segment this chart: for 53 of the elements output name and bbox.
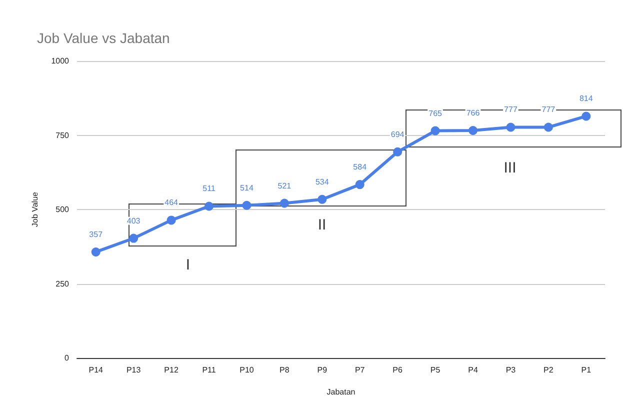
- x-tick-label: P10: [240, 366, 254, 374]
- x-tick-label: P1: [581, 366, 592, 374]
- x-tick-label: P12: [164, 366, 179, 374]
- data-label: 511: [202, 184, 216, 194]
- point: [544, 122, 553, 132]
- point: [468, 126, 478, 135]
- data-label: 514: [240, 183, 254, 192]
- x-tick-label: P8: [280, 366, 290, 374]
- data-label: 403: [126, 216, 141, 226]
- x-tick-label: P14: [88, 366, 104, 374]
- point: [430, 126, 440, 136]
- point: [506, 122, 516, 132]
- y-tick-label: 0: [64, 354, 70, 362]
- x-tick-label: P2: [544, 366, 554, 374]
- x-tick-label: P6: [392, 366, 404, 374]
- annotation: II: [318, 216, 326, 234]
- y-tick-label: 500: [56, 205, 70, 214]
- data-label: 766: [466, 108, 480, 118]
- data-label: 534: [315, 177, 330, 186]
- x-tick-label: P7: [354, 366, 366, 374]
- annotation: III: [504, 160, 516, 176]
- data-label: 521: [278, 181, 292, 190]
- x-tick-label: P3: [506, 366, 516, 374]
- data-label: 777: [504, 105, 518, 114]
- point: [204, 202, 214, 211]
- y-tick-label: 1000: [51, 56, 70, 66]
- data-label: 765: [428, 108, 443, 118]
- point: [393, 147, 402, 156]
- point: [91, 247, 100, 256]
- x-tick-label: P13: [126, 366, 142, 374]
- data-label: 464: [164, 198, 179, 208]
- annotation: I: [186, 256, 190, 274]
- x-axis-title: Jabatan: [326, 388, 356, 396]
- y-axis-title: Job Value: [30, 191, 40, 227]
- data-label: 357: [89, 230, 104, 239]
- data-label: 694: [390, 130, 405, 139]
- chart-title: Job Value vs Jabatan: [37, 30, 170, 46]
- x-tick-label: P4: [468, 366, 478, 374]
- x-tick-label: P9: [317, 366, 328, 374]
- x-tick-label: P5: [430, 366, 441, 374]
- point: [318, 194, 327, 204]
- point: [582, 112, 591, 121]
- x-tick-label: P11: [202, 366, 216, 374]
- point: [129, 234, 138, 243]
- point: [166, 216, 176, 225]
- data-label: 814: [579, 94, 594, 104]
- point: [242, 200, 252, 210]
- y-tick-label: 250: [56, 279, 70, 288]
- data-label: 584: [353, 162, 368, 172]
- point: [280, 198, 289, 208]
- data-label: 777: [542, 105, 556, 114]
- point: [355, 180, 364, 190]
- y-tick-label: 750: [56, 130, 70, 140]
